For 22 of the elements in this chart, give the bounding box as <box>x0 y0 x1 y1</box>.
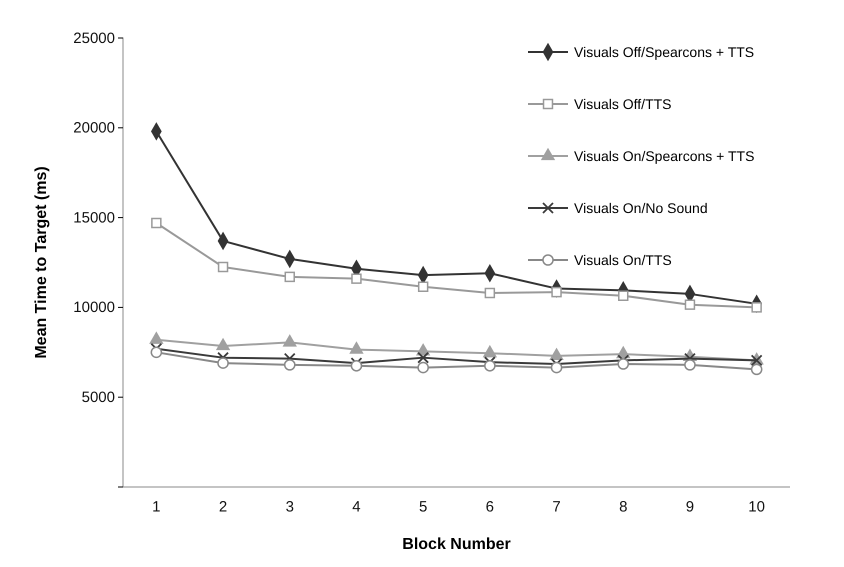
x-tick-label: 1 <box>152 498 161 516</box>
x-axis-title: Block Number <box>402 536 511 553</box>
legend-label: Visuals On/No Sound <box>574 200 708 216</box>
y-tick-label: 10000 <box>73 299 115 316</box>
x-tick-label: 6 <box>486 498 494 516</box>
legend-label: Visuals Off/Spearcons + TTS <box>574 44 754 60</box>
x-tick-label: 9 <box>686 498 694 516</box>
x-tick-label: 4 <box>352 498 361 516</box>
legend-label: Visuals Off/TTS <box>574 96 672 112</box>
x-tick-label: 7 <box>552 498 561 516</box>
y-axis-title: Mean Time to Target (ms) <box>33 166 50 359</box>
x-tick-label: 10 <box>748 498 765 516</box>
y-tick-label: 5000 <box>82 389 115 406</box>
x-tick-label: 2 <box>218 498 228 516</box>
x-tick-label: 3 <box>286 498 294 516</box>
legend-label: Visuals On/TTS <box>574 252 672 268</box>
y-tick-label: 20000 <box>73 120 115 137</box>
x-tick-label: 5 <box>418 498 428 516</box>
y-tick-label: 15000 <box>73 209 115 226</box>
x-tick-label: 8 <box>619 498 628 516</box>
legend-label: Visuals On/Spearcons + TTS <box>574 148 754 164</box>
y-tick-label: 25000 <box>73 30 115 47</box>
